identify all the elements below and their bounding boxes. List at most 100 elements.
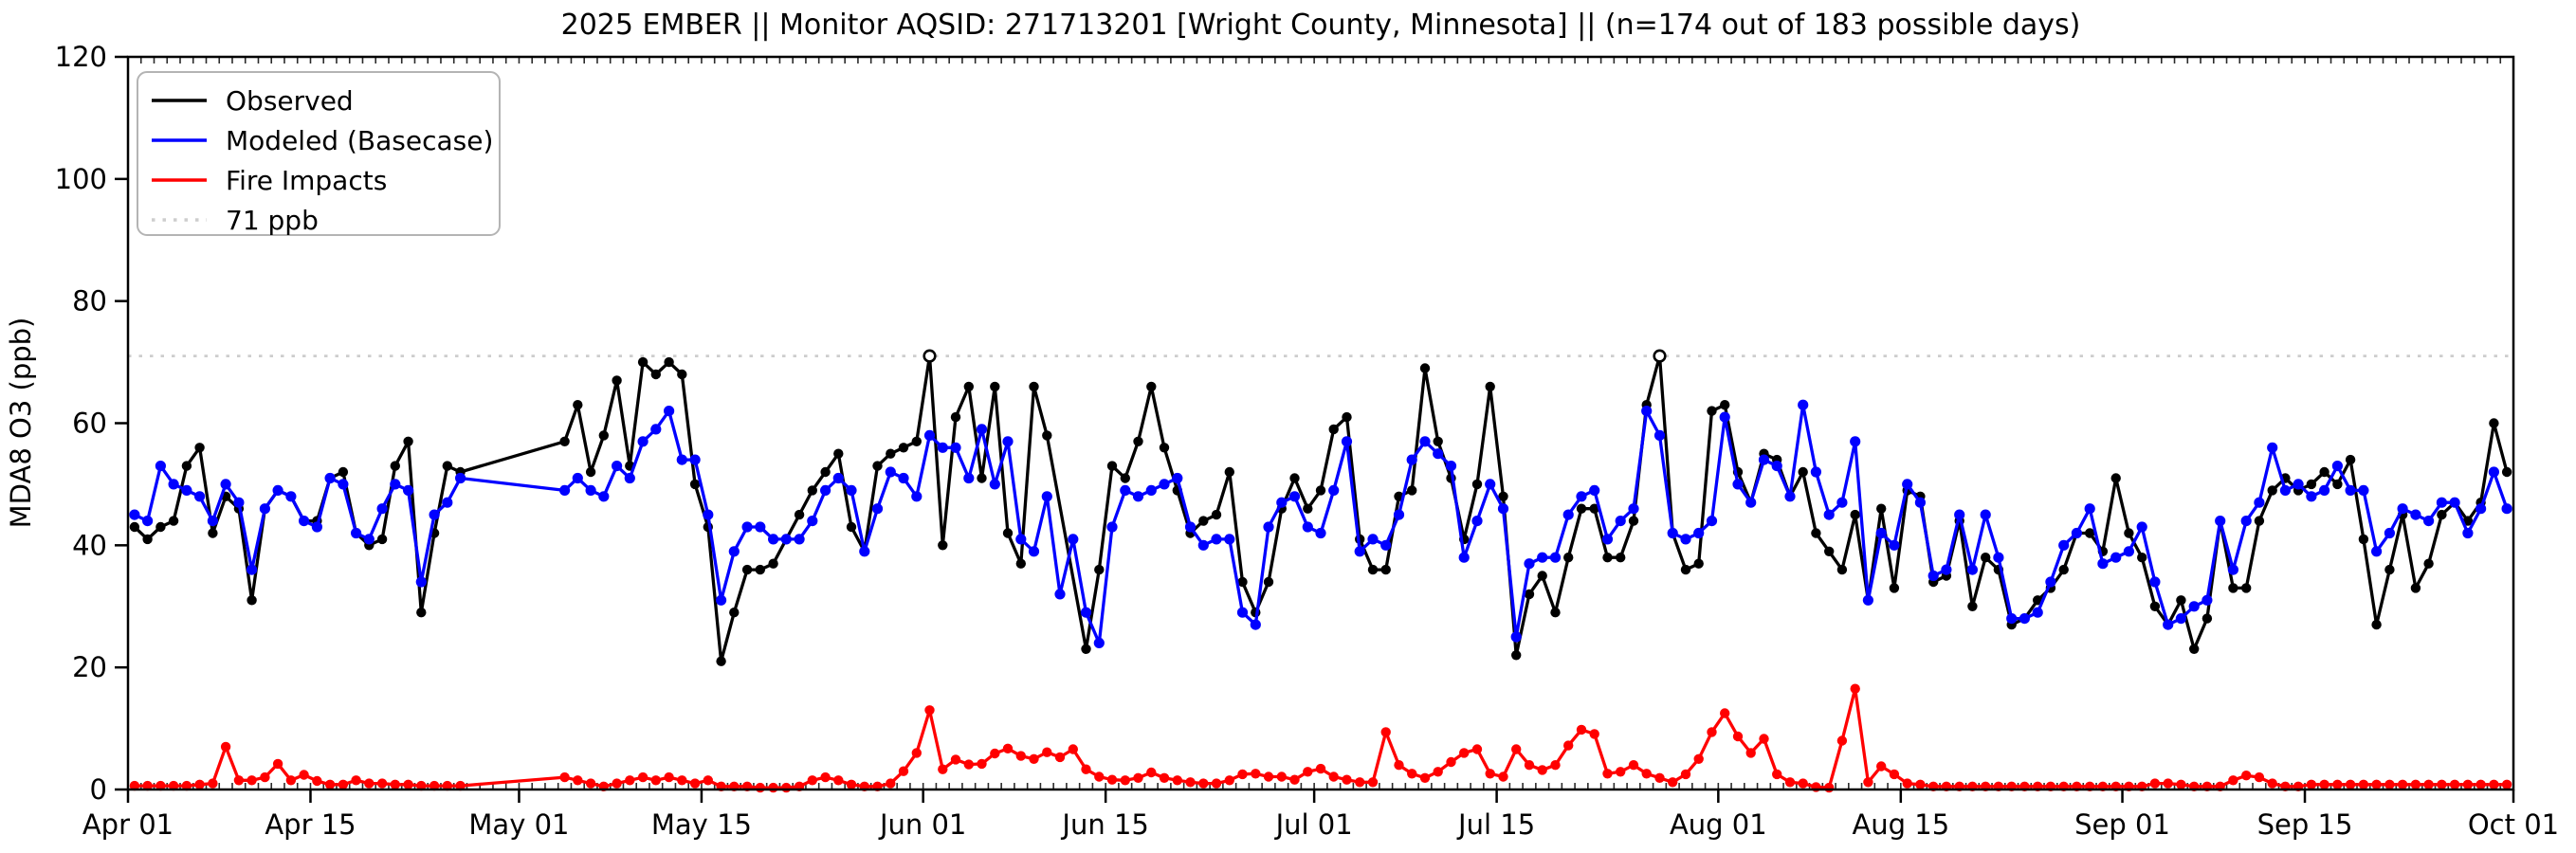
observed-marker [1616, 553, 1626, 563]
fire-impacts-marker [1407, 769, 1417, 779]
fire-impacts-marker [637, 771, 649, 783]
modeled-basecase-marker [1445, 461, 1457, 472]
modeled-basecase-marker [937, 442, 948, 453]
fire-impacts-marker [2371, 779, 2382, 789]
observed-marker [1029, 381, 1039, 392]
observed-marker [1419, 363, 1431, 373]
modeled-basecase-marker [1836, 497, 1848, 508]
fire-impacts-marker [1289, 774, 1300, 785]
fire-impacts-marker [1120, 775, 1131, 786]
fire-impacts-marker [585, 778, 596, 789]
modeled-basecase-marker [1093, 637, 1105, 649]
observed-marker [2201, 613, 2213, 624]
observed-marker [820, 466, 831, 478]
modeled-basecase-marker [2123, 546, 2134, 557]
fire-impacts-marker [807, 775, 817, 786]
observed-marker [846, 521, 857, 533]
fire-impacts-marker [1459, 748, 1470, 758]
fire-impacts-marker [364, 778, 375, 789]
modeled-basecase-marker [207, 516, 218, 527]
fire-impacts-marker [1133, 772, 1143, 783]
fire-impacts-marker [1146, 767, 1157, 778]
fire-impacts-marker [168, 780, 179, 791]
modeled-basecase-marker [1120, 484, 1131, 496]
fire-impacts-marker [1419, 772, 1431, 783]
modeled-basecase-marker [1745, 497, 1757, 508]
modeled-basecase-marker [142, 516, 154, 527]
fire-impacts-marker [233, 775, 245, 786]
modeled-basecase-marker [2175, 613, 2186, 625]
modeled-basecase-marker [1693, 527, 1705, 539]
modeled-basecase-marker [2358, 484, 2369, 496]
modeled-basecase-marker [976, 424, 988, 435]
modeled-basecase-marker [1159, 479, 1170, 490]
fire-impacts-marker [703, 775, 713, 786]
fire-impacts-marker [820, 771, 831, 783]
modeled-basecase-marker [950, 442, 961, 453]
observed-marker [1602, 553, 1613, 563]
fire-impacts-marker [1185, 777, 1196, 788]
observed-marker [1106, 461, 1118, 471]
fire-impacts-marker [1485, 769, 1495, 779]
fire-impacts-marker [2358, 779, 2369, 789]
observed-marker [1211, 509, 1222, 520]
fire-impacts-marker [755, 782, 765, 793]
modeled-basecase-marker [963, 472, 975, 484]
observed-marker [950, 411, 961, 423]
fire-impacts-marker [1524, 760, 1535, 771]
fire-impacts-marker [2462, 779, 2474, 789]
observed-marker [2501, 466, 2512, 478]
fire-impacts-marker [2397, 779, 2408, 789]
modeled-basecase-marker [2019, 613, 2030, 625]
fire-impacts-marker [1784, 777, 1796, 788]
modeled-basecase-marker [1537, 552, 1548, 563]
fire-impacts-marker [1772, 769, 1782, 780]
fire-impacts-marker [2254, 771, 2265, 783]
observed-marker [1159, 443, 1170, 453]
fire-impacts-marker [1303, 767, 1313, 777]
observed-marker [1537, 571, 1547, 581]
observed-marker [2423, 558, 2434, 569]
fire-impacts-marker [1654, 772, 1665, 783]
fire-impacts-marker [1015, 751, 1027, 761]
x-axis-tick-label: Aug 15 [1852, 808, 1949, 841]
observed-marker [689, 479, 701, 490]
fire-impacts-marker [455, 780, 466, 791]
fire-impacts-marker [129, 780, 140, 791]
fire-impacts-marker [1394, 760, 1404, 771]
observed-marker [2410, 583, 2421, 593]
fire-impacts-marker [376, 778, 388, 789]
fire-impacts-marker [2384, 779, 2395, 789]
modeled-basecase-marker [1966, 564, 1978, 575]
fire-impacts-marker [625, 775, 635, 786]
fire-impacts-marker [2306, 779, 2317, 789]
modeled-basecase-marker [2488, 466, 2499, 478]
y-axis-tick-label: 100 [55, 163, 107, 195]
modeled-basecase-marker [2371, 546, 2383, 557]
modeled-basecase-marker [259, 503, 270, 515]
observed-marker [2306, 479, 2317, 490]
x-axis-tick-label: Jul 01 [1274, 808, 1353, 841]
fire-impacts-marker [429, 780, 440, 791]
fire-impacts-marker [2501, 779, 2512, 789]
fire-impacts-marker [1680, 769, 1691, 780]
observed-marker [2358, 534, 2369, 545]
modeled-basecase-marker [1889, 539, 1900, 551]
observed-marker [573, 400, 583, 410]
observed-marker [664, 356, 674, 368]
fire-impacts-marker [2489, 779, 2499, 789]
modeled-basecase-marker [1250, 619, 1261, 630]
observed-marker [338, 466, 349, 478]
observed-marker [390, 461, 400, 471]
modeled-basecase-marker [1980, 509, 1991, 520]
observed-marker [416, 608, 427, 618]
fire-impacts-marker [1446, 756, 1456, 768]
modeled-basecase-marker [1798, 399, 1809, 410]
modeled-basecase-marker [2110, 552, 2122, 563]
modeled-basecase-marker [2462, 527, 2474, 539]
fire-impacts-marker [351, 775, 361, 786]
fire-impacts-marker [559, 771, 570, 783]
observed-marker [2085, 528, 2095, 538]
fire-impacts-marker [612, 778, 622, 789]
observed-marker [1015, 558, 1027, 569]
